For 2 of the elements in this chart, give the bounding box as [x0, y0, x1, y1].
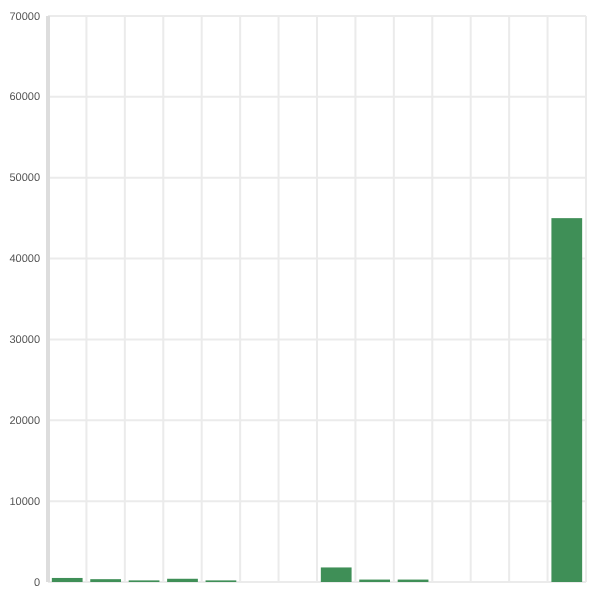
- bar: [551, 218, 583, 582]
- bar: [320, 567, 352, 582]
